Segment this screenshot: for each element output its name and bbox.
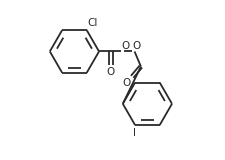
Text: O: O (121, 41, 129, 51)
Text: O: O (132, 41, 140, 51)
Text: O: O (107, 67, 115, 76)
Text: Cl: Cl (88, 18, 98, 28)
Text: I: I (133, 128, 136, 138)
Text: O: O (122, 78, 130, 88)
